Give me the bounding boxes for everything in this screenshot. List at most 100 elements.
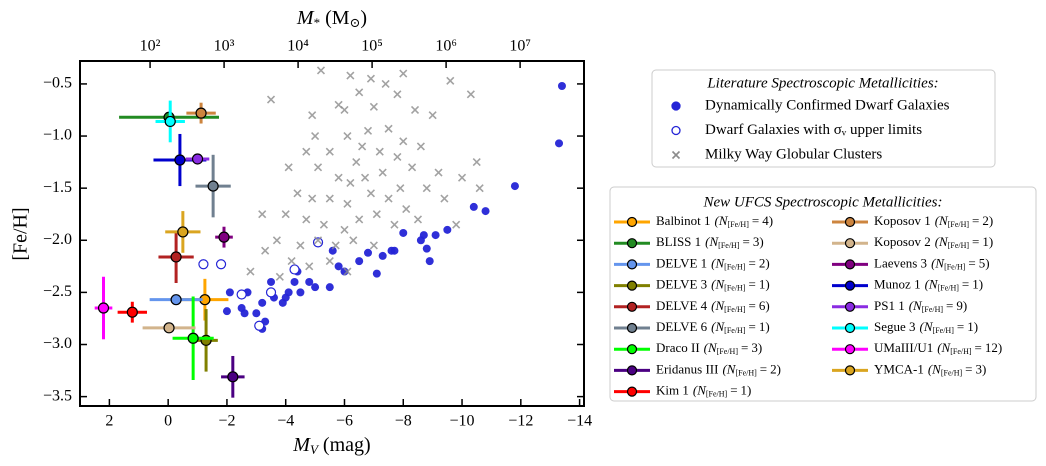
dwarf-galaxy — [311, 283, 320, 292]
legend-label-part: (N — [722, 361, 736, 376]
dwarf-upper-limit — [254, 320, 265, 331]
x-tick-label: 0 — [164, 413, 172, 430]
legend-label-part: [Fe/H] — [938, 283, 960, 292]
globular-cluster — [363, 126, 373, 135]
legend-label: Segue 3 (N[Fe/H] = 1) — [874, 319, 978, 335]
legend-label-part: = — [742, 234, 749, 249]
globular-cluster — [375, 147, 384, 156]
legend-label-part: ) — [989, 234, 993, 249]
legend-marker — [844, 301, 856, 312]
legend-label-part: = — [741, 340, 748, 355]
legend-label-part: [Fe/H] — [718, 241, 740, 250]
dwarf-upper-limit — [289, 264, 300, 275]
legend-label-part: (N — [711, 255, 725, 270]
legend-label-part: Draco II — [656, 340, 700, 355]
legend-label-part: (N — [705, 234, 719, 249]
legend-label: YMCA-1 (N[Fe/H] = 3) — [874, 361, 986, 377]
legend-label-part: = — [972, 234, 979, 249]
legend-label-part: Munoz 1 — [874, 277, 921, 292]
y-axis-label: [Fe/H] — [10, 207, 32, 260]
legend-marker — [626, 365, 638, 376]
ufcs-point — [195, 107, 207, 119]
legend-label-part: = — [748, 298, 755, 313]
globular-cluster — [466, 90, 475, 99]
dwarf-galaxy — [334, 262, 343, 271]
legend-label-part: [Fe/H] — [933, 326, 955, 335]
dwarf-galaxy — [510, 182, 519, 191]
legend-label-part: [Fe/H] — [724, 262, 746, 271]
globular-cluster — [410, 105, 420, 115]
ufcs-point — [174, 154, 186, 166]
legend-label-part: 6 — [759, 298, 766, 313]
x-tick-label: 2 — [105, 413, 113, 430]
legend-label-part: ) — [758, 340, 762, 355]
dwarf-galaxy — [225, 288, 234, 297]
plot-area — [94, 66, 566, 398]
legend-label: UMaIII/U1 (N[Fe/H] = 12) — [874, 340, 1002, 356]
legend-marker — [626, 386, 638, 397]
legend-label-part: = — [760, 361, 767, 376]
dwarf-galaxy — [267, 277, 276, 286]
ufcs-point — [97, 302, 110, 314]
legend-label-part: 1 — [759, 319, 766, 334]
x-tick-label: −6 — [336, 413, 353, 430]
globular-cluster — [305, 262, 314, 271]
legend-label-part: (N — [711, 298, 725, 313]
dwarf-galaxy — [252, 309, 261, 318]
legend-marker — [844, 216, 856, 228]
globular-cluster — [331, 241, 340, 250]
legend-label-part: Eridanus III — [656, 361, 718, 376]
dwarf-galaxy — [443, 225, 452, 234]
legend-label-part: [Fe/H] — [941, 368, 963, 377]
globular-cluster — [381, 79, 390, 88]
legend-label-part: 3 — [753, 234, 760, 249]
legend-label-part: Koposov 1 — [874, 213, 931, 228]
globular-cluster — [408, 163, 417, 172]
globular-cluster — [355, 88, 364, 97]
ufcs-point — [227, 371, 239, 383]
x2-tick-label: 10⁴ — [287, 38, 309, 55]
x-axis-label: MV (mag) — [292, 434, 370, 457]
dwarf-galaxy — [422, 244, 431, 253]
legend-label-part: 3 — [976, 361, 983, 376]
legend-label-part: [Fe/H] — [944, 262, 966, 271]
globular-cluster — [413, 215, 423, 224]
globular-cluster — [416, 142, 425, 151]
legend-label-part: [Fe/H] — [948, 241, 970, 250]
legend-label: Laevens 3 (N[Fe/H] = 5) — [874, 255, 990, 271]
legend-label-part: 1 — [741, 383, 748, 398]
legend-label-part: 2 — [982, 213, 989, 228]
legend-label-part: [Fe/H] — [728, 220, 750, 229]
globular-cluster — [346, 71, 355, 80]
legend-label-part: (N — [704, 340, 718, 355]
x2-tick-label: 10⁵ — [361, 38, 383, 55]
dwarf-upper-limit — [265, 287, 277, 298]
dwarf-galaxy — [305, 277, 314, 286]
dwarf-galaxy — [431, 231, 440, 240]
label-part: (M — [325, 7, 350, 29]
globular-cluster — [261, 246, 270, 255]
legend-label: Eridanus III (N[Fe/H] = 2) — [656, 361, 781, 377]
x-tick-label: −2 — [218, 413, 235, 430]
legend-label-part: = — [972, 213, 979, 228]
globular-cluster — [399, 69, 408, 78]
legend-label-part: = — [962, 277, 969, 292]
globular-cluster — [349, 236, 358, 245]
globular-cluster — [275, 272, 284, 281]
dwarf-upper-limit — [215, 259, 227, 270]
legend-label-part: 4 — [762, 213, 769, 228]
legend-label-part: Balbinot 1 — [656, 213, 711, 228]
legend-label-part: [Fe/H] — [724, 305, 746, 314]
globular-cluster — [281, 210, 290, 219]
legend-label-part: 1 — [967, 319, 974, 334]
legend-label-part: = — [965, 361, 972, 376]
legend-label: PS1 1 (N[Fe/H] = 9) — [874, 298, 967, 314]
globular-cluster — [293, 189, 302, 198]
legend-label: Dwarf Galaxies with σᵥ upper limits — [705, 122, 922, 138]
dwarf-galaxy — [469, 202, 478, 211]
legend-label: DELVE 3 (N[Fe/H] = 1) — [656, 277, 770, 293]
legend-label-part: [Fe/H] — [724, 283, 746, 292]
legend-label: DELVE 1 (N[Fe/H] = 2) — [656, 255, 770, 271]
legend-label-part: 9 — [956, 298, 963, 313]
